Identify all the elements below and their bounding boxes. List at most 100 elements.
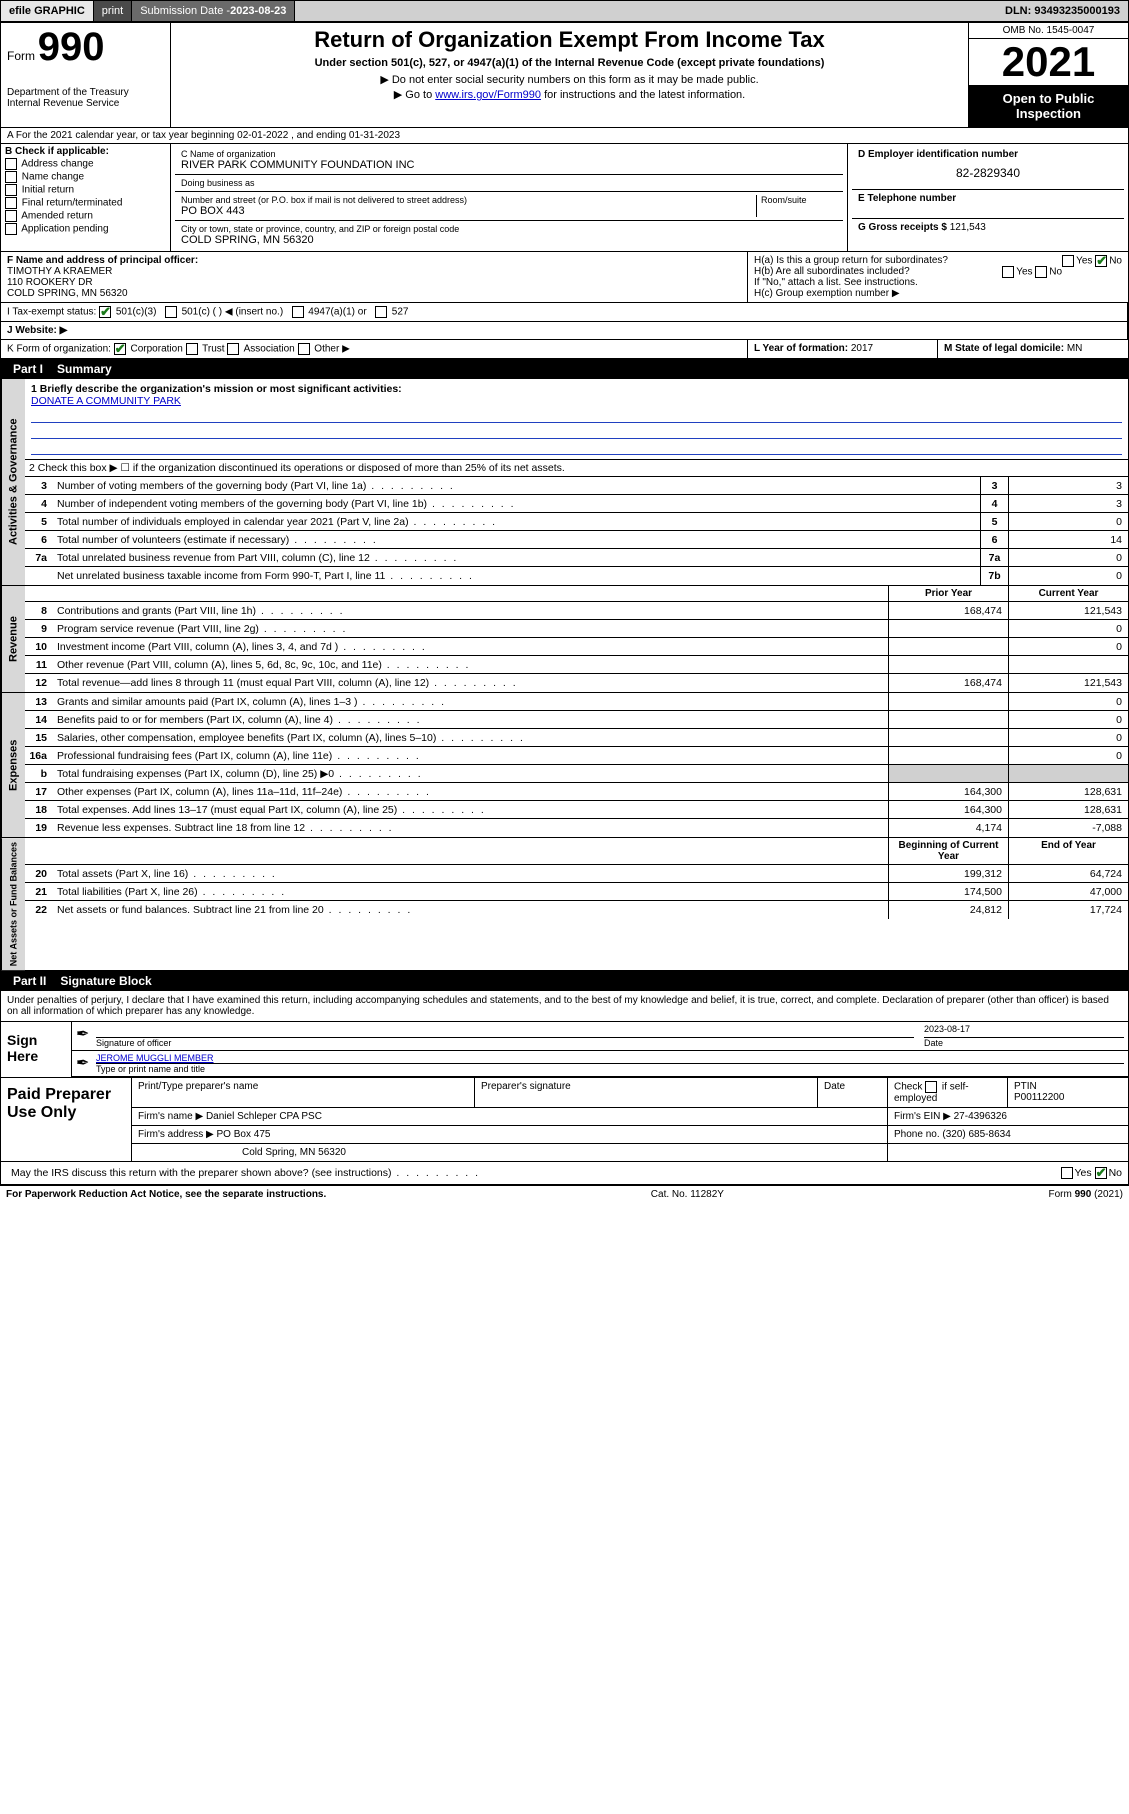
irs-link[interactable]: www.irs.gov/Form990 [435, 89, 541, 101]
cb-amended-return[interactable] [5, 210, 17, 222]
sign-here-label: Sign Here [1, 1022, 71, 1077]
line-a-tax-year: A For the 2021 calendar year, or tax yea… [1, 128, 1128, 144]
ptin: P00112200 [1014, 1092, 1064, 1103]
rev-line-12: 12Total revenue—add lines 8 through 11 (… [25, 674, 1128, 692]
hdr-prior-year: Prior Year [888, 586, 1008, 601]
pen-icon-2: ✒ [76, 1053, 96, 1074]
may-discuss: May the IRS discuss this return with the… [7, 1165, 962, 1181]
vlabel-governance: Activities & Governance [1, 379, 25, 585]
street-address: PO BOX 443 [181, 205, 752, 217]
header-right: OMB No. 1545-0047 2021 Open to Public In… [968, 23, 1128, 127]
gov-line-7a: 7aTotal unrelated business revenue from … [25, 549, 1128, 567]
row-j-website: J Website: ▶ [1, 322, 1128, 340]
efile-label: efile GRAPHIC [1, 1, 94, 21]
net-line-22: 22Net assets or fund balances. Subtract … [25, 901, 1128, 919]
rev-line-9: 9Program service revenue (Part VIII, lin… [25, 620, 1128, 638]
exp-line-18: 18Total expenses. Add lines 13–17 (must … [25, 801, 1128, 819]
year-formation: 2017 [851, 343, 873, 354]
cb-other[interactable] [298, 343, 310, 355]
col-b-checkboxes: B Check if applicable: Address change Na… [1, 144, 171, 251]
submission-date: Submission Date - 2023-08-23 [132, 1, 295, 21]
group-return: H(a) Is this a group return for subordin… [748, 252, 1128, 302]
rev-line-8: 8Contributions and grants (Part VIII, li… [25, 602, 1128, 620]
cb-initial-return[interactable] [5, 184, 17, 196]
pen-icon: ✒ [76, 1024, 96, 1048]
omb-number: OMB No. 1545-0047 [969, 23, 1128, 39]
mission-text[interactable]: DONATE A COMMUNITY PARK [31, 395, 181, 407]
col-de: D Employer identification number 82-2829… [848, 144, 1128, 251]
exp-line-19: 19Revenue less expenses. Subtract line 1… [25, 819, 1128, 837]
header-left: Form 990 Department of the Treasury Inte… [1, 23, 171, 127]
cb-address-change[interactable] [5, 158, 17, 170]
firm-name: Daniel Schleper CPA PSC [206, 1111, 322, 1122]
section-governance: Activities & Governance 1 Briefly descri… [1, 379, 1128, 586]
gov-line-5: 5Total number of individuals employed in… [25, 513, 1128, 531]
form-word: Form [7, 49, 35, 63]
col-c-org-info: C Name of organization RIVER PARK COMMUN… [171, 144, 848, 251]
page-footer: For Paperwork Reduction Act Notice, see … [0, 1185, 1129, 1203]
exp-line-17: 17Other expenses (Part IX, column (A), l… [25, 783, 1128, 801]
ssn-note: ▶ Do not enter social security numbers o… [181, 73, 958, 86]
hdr-beginning: Beginning of Current Year [888, 838, 1008, 864]
paperwork-notice: For Paperwork Reduction Act Notice, see … [6, 1189, 326, 1200]
exp-line-b: bTotal fundraising expenses (Part IX, co… [25, 765, 1128, 783]
cb-527[interactable] [375, 306, 387, 318]
section-revenue: Revenue Prior Year Current Year 8Contrib… [1, 586, 1128, 693]
section-bcde: B Check if applicable: Address change Na… [1, 144, 1128, 252]
may-no[interactable] [1095, 1167, 1107, 1179]
cb-application-pending[interactable] [5, 223, 17, 235]
gross-receipts: 121,543 [950, 222, 986, 233]
row-f-h: F Name and address of principal officer:… [1, 252, 1128, 303]
section-net-assets: Net Assets or Fund Balances Beginning of… [1, 838, 1128, 971]
ha-no[interactable] [1095, 255, 1107, 267]
form-header: Form 990 Department of the Treasury Inte… [1, 23, 1128, 128]
sig-date: 2023-08-17 [924, 1024, 1124, 1038]
officer-name: JEROME MUGGLI MEMBER [96, 1053, 1124, 1064]
hb-yes[interactable] [1002, 266, 1014, 278]
firm-address: PO Box 475 [217, 1129, 271, 1140]
dept-treasury: Department of the Treasury [7, 87, 164, 98]
paid-preparer: Paid Preparer Use Only Print/Type prepar… [1, 1077, 1128, 1161]
section-expenses: Expenses 13Grants and similar amounts pa… [1, 693, 1128, 838]
form-number: 990 [38, 25, 105, 69]
vlabel-expenses: Expenses [1, 693, 25, 837]
city-state-zip: COLD SPRING, MN 56320 [181, 234, 837, 246]
row-i-status: I Tax-exempt status: 501(c)(3) 501(c) ( … [1, 303, 1128, 322]
net-line-21: 21Total liabilities (Part X, line 26)174… [25, 883, 1128, 901]
gov-line-7b: Net unrelated business taxable income fr… [25, 567, 1128, 585]
header-center: Return of Organization Exempt From Incom… [171, 23, 968, 127]
dln: DLN: 93493235000193 [997, 3, 1128, 19]
cb-final-return[interactable] [5, 197, 17, 209]
hb-no[interactable] [1035, 266, 1047, 278]
form-subtitle: Under section 501(c), 527, or 4947(a)(1)… [181, 57, 958, 69]
gov-line-3: 3Number of voting members of the governi… [25, 477, 1128, 495]
exp-line-13: 13Grants and similar amounts paid (Part … [25, 693, 1128, 711]
hdr-end: End of Year [1008, 838, 1128, 864]
firm-address-2: Cold Spring, MN 56320 [132, 1144, 888, 1161]
goto-note: ▶ Go to www.irs.gov/Form990 for instruct… [181, 88, 958, 101]
mission-block: 1 Briefly describe the organization's mi… [25, 379, 1128, 459]
cb-4947[interactable] [292, 306, 304, 318]
vlabel-revenue: Revenue [1, 586, 25, 692]
principal-officer: F Name and address of principal officer:… [1, 252, 748, 302]
irs-label: Internal Revenue Service [7, 98, 164, 109]
ha-yes[interactable] [1062, 255, 1074, 267]
form-990: Form 990 Department of the Treasury Inte… [0, 22, 1129, 1185]
may-yes[interactable] [1061, 1167, 1073, 1179]
cb-corporation[interactable] [114, 343, 126, 355]
cb-trust[interactable] [186, 343, 198, 355]
cb-association[interactable] [227, 343, 239, 355]
ein: 82-2829340 [858, 160, 1118, 186]
print-button[interactable]: print [94, 1, 132, 21]
open-inspection: Open to Public Inspection [969, 85, 1128, 127]
exp-line-15: 15Salaries, other compensation, employee… [25, 729, 1128, 747]
firm-ein: 27-4396326 [954, 1111, 1007, 1122]
cb-501c[interactable] [165, 306, 177, 318]
cb-501c3[interactable] [99, 306, 111, 318]
org-name: RIVER PARK COMMUNITY FOUNDATION INC [181, 159, 837, 171]
cb-name-change[interactable] [5, 171, 17, 183]
firm-phone: (320) 685-8634 [942, 1129, 1010, 1140]
form-ref: Form 990 (2021) [1049, 1189, 1123, 1200]
vlabel-net-assets: Net Assets or Fund Balances [1, 838, 25, 970]
cb-self-employed[interactable] [925, 1081, 937, 1093]
